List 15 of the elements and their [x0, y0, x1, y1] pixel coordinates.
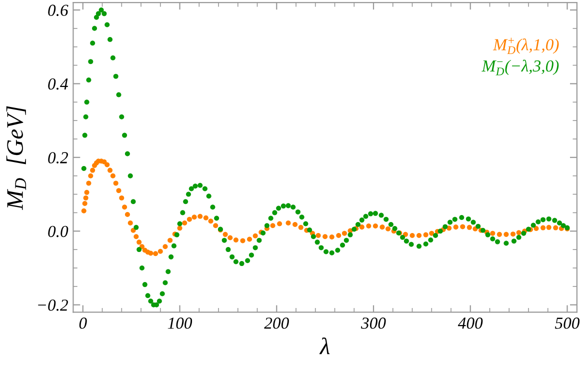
y-tick-label: 0.6: [48, 4, 68, 16]
y-tick-label: −0.2: [38, 300, 68, 311]
x-tick-label: 100: [168, 318, 192, 329]
text: M$^{−}$$_{D}$(−λ,3,0): [482, 60, 559, 76]
x-tick-label: 500: [555, 318, 580, 329]
x-tick-label: 0: [79, 318, 87, 329]
y-tick-label: 0.2: [48, 152, 68, 164]
y-tick-label: 0.0: [48, 226, 68, 238]
x-tick-label: 300: [360, 318, 386, 329]
text: M$^{+}$$_{D}$(λ,1,0): [492, 38, 559, 54]
y-tick-label: 0.4: [48, 78, 68, 90]
x-tick-label: 200: [264, 318, 289, 329]
x-axis-title: λ: [319, 337, 330, 354]
x-tick-label: 400: [458, 318, 483, 329]
y-axis-title: M$_{D}$ [GeV]: [6, 106, 26, 210]
